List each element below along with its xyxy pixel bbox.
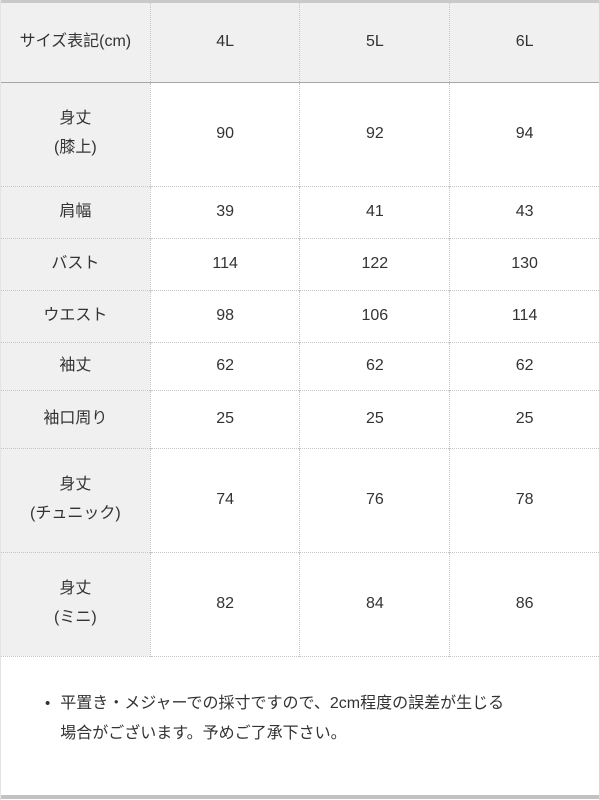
cell-value: 106 [299, 290, 450, 342]
cell-value: 122 [299, 238, 450, 290]
cell-value: 90 [149, 82, 300, 186]
cell-value: 98 [149, 290, 300, 342]
cell-value: 114 [449, 290, 599, 342]
cell-value: 25 [299, 390, 450, 448]
row-label: 身丈 (ミニ) [1, 552, 151, 656]
cell-value: 84 [299, 552, 450, 656]
row-label: バスト [1, 238, 151, 290]
cell-value: 39 [149, 186, 300, 238]
table-row-length-mini: 身丈 (ミニ) 82 84 86 [1, 552, 599, 656]
size-header-6l: 6L [449, 3, 599, 83]
corner-header-cell: サイズ表記(cm) [1, 3, 151, 83]
table-row-length-tunic: 身丈 (チュニック) 74 76 78 [1, 448, 599, 552]
cell-value: 92 [299, 82, 450, 186]
bullet-icon: • [45, 694, 51, 712]
cell-value: 82 [149, 552, 300, 656]
note-text: 平置き・メジャーでの採寸ですので、2cm程度の誤差が生じる 場合がございます。予… [60, 694, 505, 742]
cell-value: 62 [299, 342, 450, 390]
size-table-header: サイズ表記(cm) 4L 5L 6L [1, 3, 599, 83]
cell-value: 41 [299, 186, 450, 238]
horizontal-scrollbar[interactable] [1, 795, 599, 799]
size-header-4l: 4L [149, 3, 300, 83]
table-row-shoulder: 肩幅 39 41 43 [1, 186, 599, 238]
row-label: 袖口周り [1, 390, 151, 448]
cell-value: 78 [449, 448, 599, 552]
row-label: 袖丈 [1, 342, 151, 390]
size-header-5l: 5L [299, 3, 450, 83]
table-row-length-knee: 身丈 (膝上) 90 92 94 [1, 82, 599, 186]
cell-value: 130 [449, 238, 599, 290]
cell-value: 62 [149, 342, 300, 390]
cell-value: 25 [149, 390, 300, 448]
row-label: 身丈 (チュニック) [1, 448, 151, 552]
row-label: 肩幅 [1, 186, 151, 238]
cell-value: 94 [449, 82, 599, 186]
cell-value: 74 [149, 448, 300, 552]
cell-value: 86 [449, 552, 599, 656]
header-row: サイズ表記(cm) 4L 5L 6L [1, 3, 599, 83]
table-row-cuff: 袖口周り 25 25 25 [1, 390, 599, 448]
size-table: サイズ表記(cm) 4L 5L 6L 身丈 (膝上) 90 92 94 肩幅 3… [1, 3, 599, 657]
table-row-sleeve-length: 袖丈 62 62 62 [1, 342, 599, 390]
cell-value: 43 [449, 186, 599, 238]
size-table-body: 身丈 (膝上) 90 92 94 肩幅 39 41 43 バスト 114 122… [1, 82, 599, 656]
cell-value: 114 [149, 238, 300, 290]
section-divider-top [1, 0, 599, 3]
table-row-waist: ウエスト 98 106 114 [1, 290, 599, 342]
cell-value: 62 [449, 342, 599, 390]
cell-value: 76 [299, 448, 450, 552]
row-label: 身丈 (膝上) [1, 82, 151, 186]
table-row-bust: バスト 114 122 130 [1, 238, 599, 290]
cell-value: 25 [449, 390, 599, 448]
measurement-note: • 平置き・メジャーでの採寸ですので、2cm程度の誤差が生じる 場合がございます… [1, 657, 599, 749]
row-label: ウエスト [1, 290, 151, 342]
